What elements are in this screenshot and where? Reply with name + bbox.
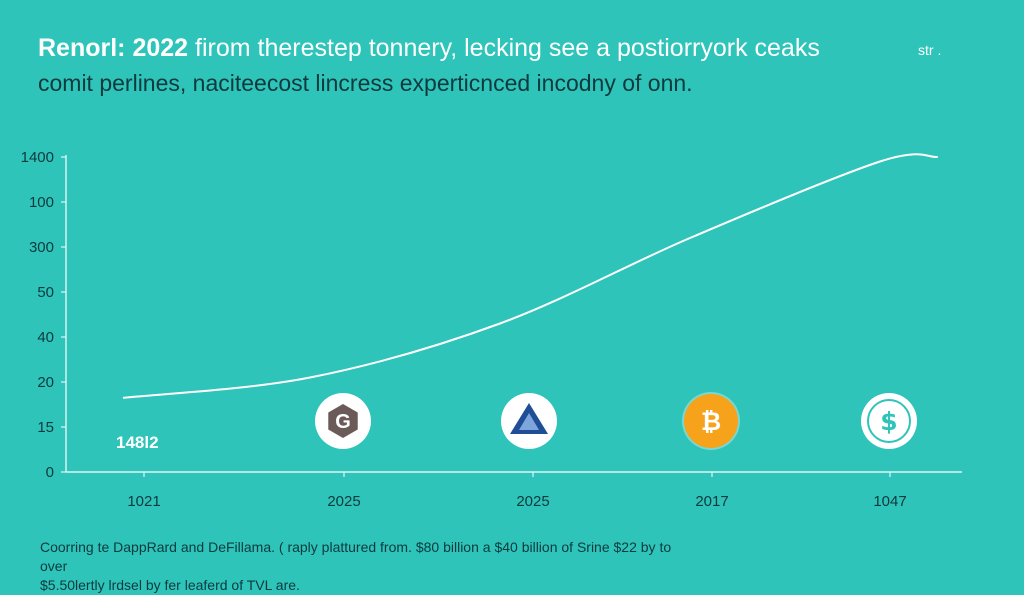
corner-label: str . (918, 42, 942, 58)
svg-text:$: $ (880, 407, 897, 436)
footnote-line-2: $5.50lertly lrdsel by fer leaferd of TVL… (40, 577, 300, 593)
series-line (122, 153, 938, 399)
x-tick-label: 2017 (695, 493, 728, 510)
y-tick-label: 50 (37, 284, 54, 301)
triangle-logo-icon (501, 393, 557, 449)
chart-title-bold: Renorl: 2022 (38, 34, 189, 62)
y-tick-label: 1400 (21, 149, 54, 166)
y-tick-label: 15 (37, 419, 54, 436)
dollar-coin-icon: $ (861, 393, 917, 449)
x-tick-label: 2025 (516, 493, 549, 510)
y-tick-label: 40 (37, 329, 54, 346)
chart-title: Renorl: 2022 firom therestep tonnery, le… (38, 34, 820, 63)
hexagon-g-logo-icon: G (315, 393, 371, 449)
x-tick-label: 1047 (873, 493, 906, 510)
y-tick-label: 300 (29, 239, 54, 256)
y-tick-label: 20 (37, 374, 54, 391)
bitcoin-icon: ₿ (682, 392, 740, 450)
footnote: Coorring te DappRard and DeFillama. ( ra… (40, 538, 680, 595)
x-tick-label: 1021 (127, 493, 160, 510)
x-tick-label: 2025 (327, 493, 360, 510)
chart-annotation: 148l2 (116, 433, 159, 452)
svg-text:G: G (335, 411, 351, 433)
footnote-line-1: Coorring te DappRard and DeFillama. ( ra… (40, 539, 672, 574)
chart-subtitle: comit perlines, naciteecost lincress exp… (38, 70, 693, 96)
y-tick-label: 0 (46, 464, 54, 481)
chart-title-rest: firom therestep tonnery, lecking see a p… (195, 34, 820, 62)
y-tick-label: 100 (29, 194, 54, 211)
svg-text:₿: ₿ (701, 407, 721, 436)
